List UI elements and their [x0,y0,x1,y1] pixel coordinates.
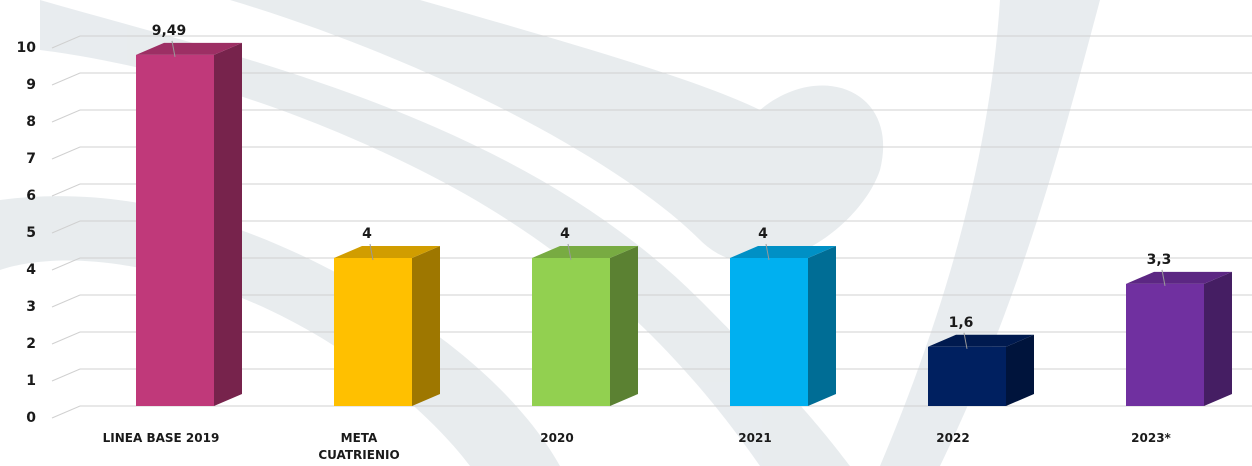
bar [334,258,412,406]
bar-top [730,246,836,258]
value-label: 4 [560,226,570,242]
x-tick-label: 2022 [936,431,970,445]
grid-line [51,368,1252,382]
y-tick-label: 6 [26,188,36,204]
x-tick-label: LINEA BASE 2019 [102,431,220,445]
grid-line [51,405,1252,419]
bar [928,346,1006,406]
value-label: 9,49 [152,23,187,39]
label-leader [765,243,770,261]
bar-side [808,246,836,406]
bar-side [1006,334,1034,406]
value-label: 4 [362,226,372,242]
y-tick-label: 2 [26,336,36,352]
bar-top [532,246,638,258]
bar-side [610,246,638,406]
grid-line [51,220,1252,234]
y-tick-label: 9 [26,77,36,93]
bar-top [334,246,440,258]
bar-top [136,42,242,55]
bar-side [412,246,440,406]
grid-line [51,109,1252,123]
grid-line [51,146,1252,160]
label-leader [567,243,572,261]
y-tick-label: 3 [26,299,36,315]
y-tick-label: 8 [26,114,36,130]
value-label: 3,3 [1147,252,1172,268]
y-tick-label: 1 [26,373,36,389]
bar [136,54,214,407]
value-label: 1,6 [949,315,974,331]
grid-line [51,35,1252,49]
y-tick-label: 4 [26,262,36,278]
grid-line [51,294,1252,308]
bar [730,258,808,406]
value-label: 4 [758,226,768,242]
bar-top [1126,271,1232,284]
label-leader [1161,269,1166,286]
grid-line [51,257,1252,271]
y-tick-label: 5 [26,225,36,241]
bar-side [214,42,242,407]
x-tick-label: 2020 [540,431,574,445]
grid-line [51,72,1252,86]
y-tick-label: 7 [26,151,36,167]
label-leader [171,40,176,57]
x-tick-label: 2021 [738,431,772,445]
x-tick-label: META CUATRIENIO [318,431,400,462]
label-leader [369,243,374,261]
grid-line [51,331,1252,345]
x-tick-label: 2023* [1131,431,1171,445]
y-tick-label: 0 [26,410,36,426]
y-tick-label: 10 [17,40,37,56]
bar [1126,283,1204,406]
bar-top [928,334,1034,347]
bar [532,258,610,406]
grid-line [51,183,1252,197]
bar-side [1204,271,1232,406]
label-leader [963,332,968,349]
